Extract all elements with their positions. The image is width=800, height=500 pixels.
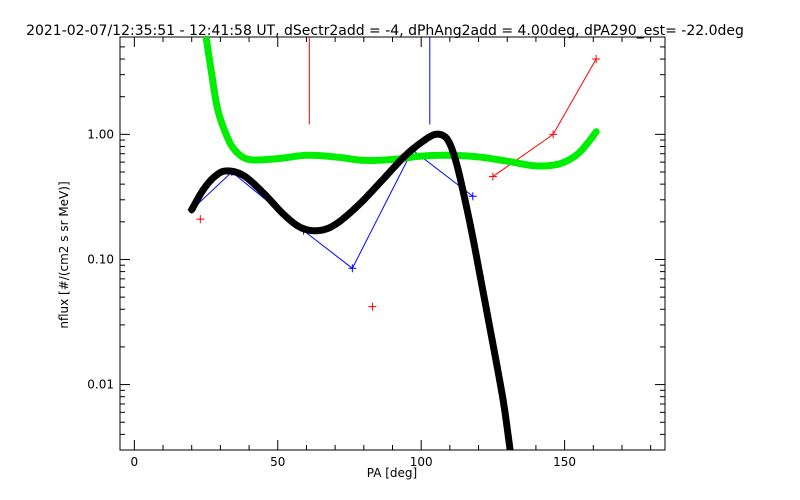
red-data-point: [592, 55, 601, 64]
axis-tick-labels: 0 50 100 150 0.01 0.10 1.00: [87, 127, 576, 469]
red-data-point: [549, 130, 558, 139]
plot-frame: [119, 36, 666, 451]
red-data-point: [488, 172, 497, 181]
red-data-segment: [492, 133, 554, 177]
green-fit-curve: [202, 37, 600, 170]
y-axis-label: nflux [#/(cm2 s sr MeV)]: [57, 181, 71, 328]
series-layer: [187, 37, 601, 450]
y-tick-label: 1.00: [87, 127, 114, 141]
x-axis-label: PA [deg]: [367, 466, 417, 480]
red-data-point: [196, 215, 205, 224]
x-tick-label: 0: [131, 455, 139, 469]
x-tick-label: 100: [410, 455, 433, 469]
y-tick-label: 0.10: [87, 252, 114, 266]
black-fit-curve: [188, 130, 514, 450]
red-data-segment: [552, 58, 597, 135]
red-data-point: [368, 302, 377, 311]
blue-data-line: [191, 149, 474, 270]
blue-data-point: [348, 264, 357, 273]
blue-data-point: [468, 192, 477, 201]
axis-ticks: [120, 36, 665, 451]
x-tick-label: 150: [553, 455, 576, 469]
x-tick-label: 50: [270, 455, 285, 469]
chart-title: 2021-02-07/12:35:51 - 12:41:58 UT, dSect…: [26, 23, 744, 39]
y-tick-label: 0.01: [87, 378, 114, 392]
